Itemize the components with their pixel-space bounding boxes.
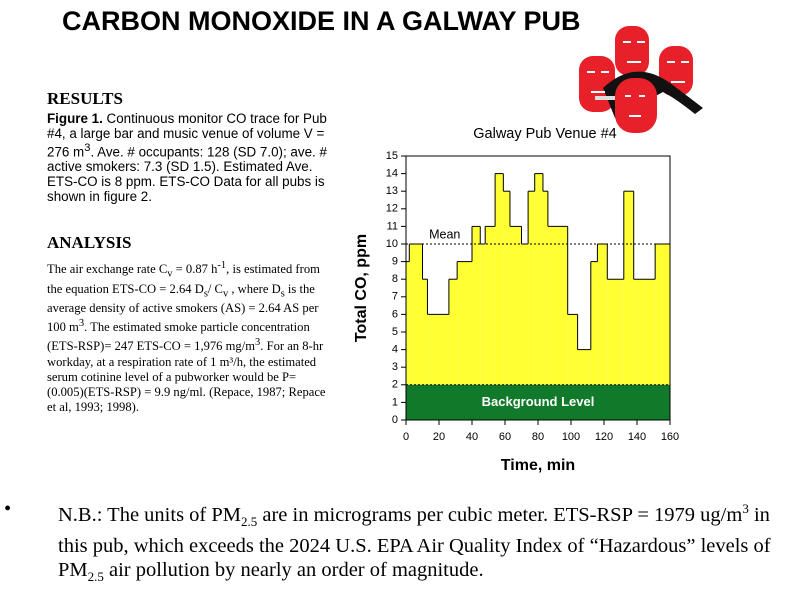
faces-icon — [579, 26, 703, 133]
t: . For an 8-hr workday, at a respiration … — [47, 339, 326, 414]
area-step — [623, 191, 634, 385]
y-tick-label: 5 — [392, 326, 398, 338]
area-step — [521, 244, 529, 385]
y-tick-label: 10 — [386, 238, 398, 250]
sup: 3 — [742, 501, 749, 516]
area-step — [503, 191, 510, 385]
x-tick-label: 160 — [661, 431, 679, 443]
sub: v — [167, 268, 173, 280]
y-tick-label: 6 — [392, 308, 398, 320]
y-tick-label: 9 — [392, 256, 398, 268]
sup: 3 — [255, 337, 261, 349]
sub: v — [222, 288, 229, 300]
x-tick-label: 60 — [499, 431, 511, 443]
x-tick-label: 80 — [532, 431, 544, 443]
y-tick-label: 7 — [392, 291, 398, 303]
x-tick-label: 0 — [403, 431, 409, 443]
analysis: The air exchange rate Cv = 0.87 h-1, is … — [47, 258, 332, 415]
sub: 2.5 — [241, 513, 258, 529]
sub: s — [203, 288, 208, 300]
t: is the average density of active smokers… — [47, 281, 319, 335]
area-step — [607, 279, 624, 385]
t: = 0.87 h — [172, 262, 218, 277]
note: • N.B.: The units of PM2.5 are in microgr… — [4, 497, 790, 589]
t: The air exchange rate C — [47, 262, 168, 277]
area-step — [567, 314, 578, 385]
y-tick-label: 1 — [392, 396, 398, 408]
area-step — [472, 226, 481, 385]
area-step — [597, 244, 608, 385]
sub: 2.5 — [87, 569, 104, 585]
y-tick-label: 3 — [392, 361, 398, 373]
area-step — [509, 226, 522, 385]
y-tick-label: 14 — [386, 168, 398, 180]
x-tick-label: 40 — [466, 431, 478, 443]
t: , is estimated from the equation ETS-CO … — [47, 262, 320, 296]
area-step — [547, 226, 568, 385]
chart-title: Galway Pub Venue #4 — [473, 126, 617, 142]
t: / C — [207, 281, 223, 296]
chart: Galway Pub Venue #4 Time, min Total CO, … — [353, 126, 679, 474]
caption-text: . Ave. # occupants: 128 (SD 7.0); ave. #… — [47, 144, 327, 205]
y-tick-label: 12 — [386, 203, 398, 215]
y-tick-label: 2 — [392, 379, 398, 391]
slide-title: CARBON MONOXIDE IN A GALWAY PUB — [62, 6, 581, 36]
caption-lead: Figure 1. — [47, 111, 103, 126]
bullet: • — [4, 498, 12, 520]
caption: Figure 1. Continuous monitor CO trace fo… — [47, 111, 332, 204]
t: , where D — [228, 281, 281, 296]
y-tick-label: 15 — [386, 150, 398, 162]
y-tick-label: 13 — [386, 185, 398, 197]
y-tick-label: 0 — [392, 414, 398, 426]
area-step — [528, 191, 535, 385]
area-step — [448, 279, 458, 385]
sup: -1 — [217, 260, 227, 271]
area-step — [534, 173, 543, 385]
x-tick-label: 20 — [433, 431, 445, 443]
area-step — [485, 226, 496, 385]
area-step — [457, 261, 472, 385]
t: N.B.: The units of PM — [58, 503, 241, 526]
y-tick-label: 11 — [387, 220, 398, 232]
y-tick-label: 4 — [392, 344, 398, 356]
area-step — [427, 314, 449, 385]
area-step — [590, 261, 598, 385]
area-step — [406, 261, 410, 385]
area-step — [422, 279, 428, 385]
sup: 3 — [78, 318, 85, 330]
caption-sup: 3 — [84, 142, 91, 154]
area-step — [577, 349, 591, 385]
x-axis-label: Time, min — [501, 457, 575, 474]
x-tick-label: 140 — [628, 431, 646, 443]
results-heading: RESULTS — [47, 89, 123, 108]
mean-label: Mean — [429, 227, 460, 241]
y-axis-label: Total CO, ppm — [353, 234, 370, 342]
area-step — [655, 244, 670, 385]
area-step — [542, 191, 548, 385]
area-step — [495, 173, 504, 385]
analysis-heading: ANALYSIS — [47, 233, 132, 252]
area-step — [480, 244, 486, 385]
t: air pollution by nearly an order of magn… — [103, 558, 484, 581]
x-tick-label: 120 — [595, 431, 613, 443]
background-label: Background Level — [482, 394, 595, 409]
area-step — [633, 279, 656, 385]
sub: s — [280, 288, 285, 300]
area-step — [409, 244, 423, 385]
caption-text: Continuous monitor CO trace for Pub #4, … — [47, 111, 327, 160]
x-tick-label: 100 — [562, 431, 580, 443]
y-tick-label: 8 — [392, 273, 398, 285]
t: . The estimated smoke particle concentra… — [47, 320, 310, 354]
background-band — [406, 384, 670, 420]
t: are in micrograms per cubic meter. ETS-R… — [257, 503, 743, 526]
